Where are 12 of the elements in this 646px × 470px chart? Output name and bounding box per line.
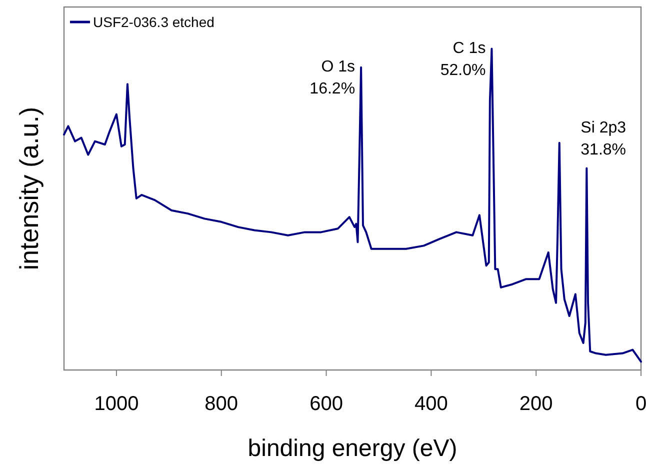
annotation: Si 2p3 31.8% xyxy=(580,119,626,158)
x-axis-title: binding energy (eV) xyxy=(248,435,458,462)
annotation: C 1s 52.0% xyxy=(440,40,486,79)
x-tick-label: 600 xyxy=(310,393,343,415)
x-tick-label: 1000 xyxy=(94,393,139,415)
x-tick-label: 0 xyxy=(635,393,646,415)
legend-label: USF2-036.3 etched xyxy=(93,14,214,30)
x-tick-label: 200 xyxy=(519,393,553,415)
x-tick-label: 800 xyxy=(204,393,238,415)
annotation: O 1s 16.2% xyxy=(310,58,356,98)
y-axis-title: intensity (a.u.) xyxy=(14,106,44,270)
x-tick-label: 400 xyxy=(414,393,448,415)
